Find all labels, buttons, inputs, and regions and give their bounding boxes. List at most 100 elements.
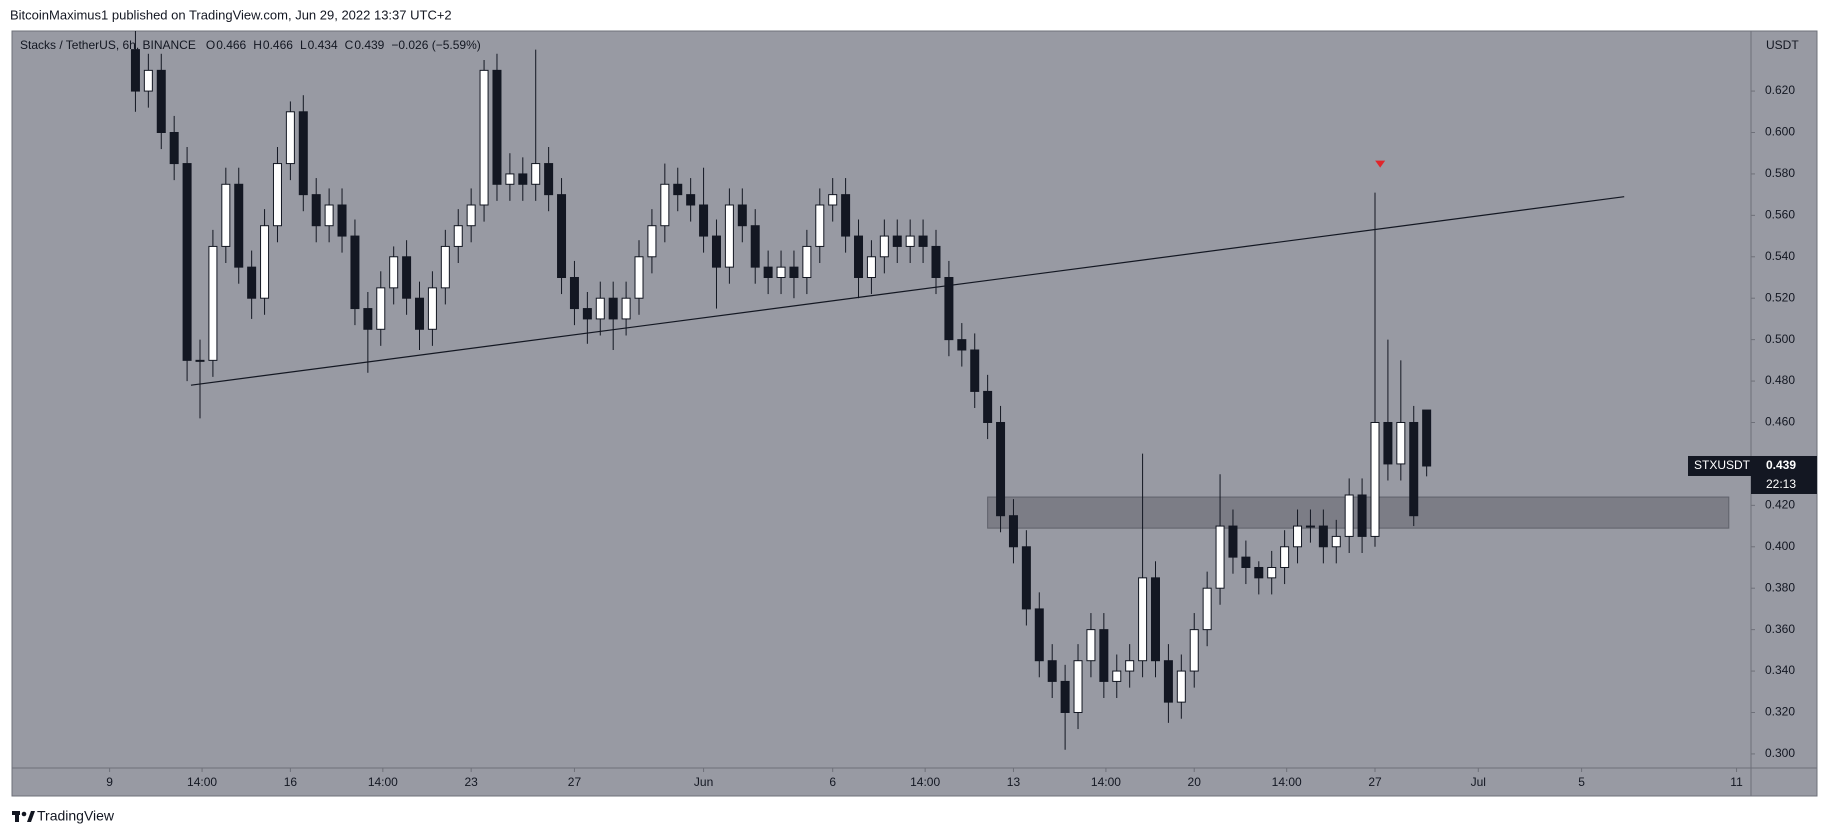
ohlc-key: H — [253, 38, 262, 52]
candle-body — [686, 194, 696, 206]
candle-body — [699, 204, 709, 237]
candle-body — [996, 421, 1006, 517]
rejection-marker — [1375, 160, 1386, 168]
candle-body — [1357, 494, 1367, 537]
y-tick-label: 0.300 — [1765, 746, 1795, 760]
change: −0.026 (−5.59%) — [391, 38, 480, 52]
candle-body — [737, 204, 747, 227]
candle-body — [1086, 629, 1096, 662]
candle-body — [531, 163, 541, 185]
y-tick-label: 0.380 — [1765, 580, 1795, 594]
candle-body — [1138, 577, 1148, 662]
candle-body — [1241, 556, 1251, 568]
candle-body — [272, 163, 282, 227]
y-tick-label: 0.360 — [1765, 622, 1795, 636]
candle-body — [1422, 409, 1432, 467]
candle-body — [1383, 421, 1393, 465]
y-tick-label: 0.340 — [1765, 663, 1795, 677]
candle-body — [1267, 566, 1277, 579]
candle-body — [544, 163, 554, 196]
candle-body — [828, 194, 838, 206]
candle-body — [1254, 566, 1264, 579]
ohlc-key: L — [300, 38, 307, 52]
ohlc-key: O — [206, 38, 215, 52]
y-tick-label: 0.580 — [1765, 166, 1795, 180]
candle-body — [479, 69, 489, 206]
x-tick-label: 14:00 — [368, 775, 398, 789]
x-tick-label: 20 — [1188, 775, 1202, 789]
plot-area — [12, 31, 1751, 768]
candle-body — [673, 183, 683, 196]
x-tick-label: 14:00 — [1272, 775, 1302, 789]
candle-body — [311, 194, 321, 227]
candle-body — [1073, 660, 1083, 713]
candle-body — [130, 49, 140, 92]
candle-body — [905, 235, 915, 247]
x-tick-label: Jun — [694, 775, 713, 789]
y-tick-label: 0.560 — [1765, 208, 1795, 222]
x-tick-label: 5 — [1578, 775, 1585, 789]
frame — [11, 30, 1818, 797]
ohlc-key: C — [345, 38, 354, 52]
candle-body — [169, 131, 179, 165]
candle-body — [557, 194, 567, 278]
x-tick-label: 27 — [568, 775, 582, 789]
candle-body — [208, 245, 218, 361]
x-tick-label: 9 — [106, 775, 113, 789]
candle-body — [1008, 515, 1018, 548]
candle-body — [1189, 629, 1199, 672]
candle-body — [337, 204, 347, 237]
axis-unit: USDT — [1766, 38, 1799, 52]
candle-body — [1099, 629, 1109, 682]
candle-body — [854, 235, 864, 278]
candle-body — [879, 235, 889, 258]
ohlc-value: 0.466 — [263, 38, 293, 52]
y-tick-label: 0.520 — [1765, 290, 1795, 304]
countdown: 22:13 — [1766, 477, 1796, 491]
candle-body — [1293, 525, 1303, 548]
price-tag-bg — [1688, 455, 1817, 476]
candle-body — [892, 235, 902, 247]
y-tick-label: 0.320 — [1765, 705, 1795, 719]
candle-body — [608, 297, 618, 320]
x-tick-label: 14:00 — [1091, 775, 1121, 789]
countdown-bg — [1751, 475, 1817, 494]
candle-body — [376, 287, 386, 330]
candle-body — [1228, 525, 1238, 558]
candle-body — [569, 276, 579, 310]
x-tick-label: 14:00 — [910, 775, 940, 789]
logo-mark — [15, 811, 19, 822]
candle-body — [582, 308, 592, 320]
candle-body — [776, 266, 786, 278]
candle-body — [802, 245, 812, 278]
candle-body — [815, 204, 825, 247]
candle-body — [402, 256, 412, 299]
candle-body — [711, 235, 721, 268]
candle-body — [415, 297, 425, 330]
x-tick-label: 27 — [1368, 775, 1382, 789]
candle-body — [1318, 525, 1328, 548]
candle-body — [363, 308, 373, 330]
candle-body — [1202, 587, 1212, 631]
y-tick-label: 0.480 — [1765, 373, 1795, 387]
candle-body — [156, 69, 166, 133]
x-tick-label: 14:00 — [187, 775, 217, 789]
y-tick-label: 0.600 — [1765, 125, 1795, 139]
candle-body — [1370, 421, 1380, 537]
x-tick-label: 11 — [1730, 775, 1743, 789]
candle-body — [350, 235, 360, 310]
logo-mark — [21, 811, 27, 817]
y-tick-label: 0.500 — [1765, 332, 1795, 346]
price-tag-price: 0.439 — [1766, 458, 1796, 472]
candle-body — [427, 287, 437, 330]
candle-body — [841, 194, 851, 237]
candle-body — [298, 111, 308, 196]
candle-body — [182, 163, 192, 361]
candle-body — [634, 256, 644, 299]
x-tick-label: 23 — [464, 775, 478, 789]
candle-body — [1125, 660, 1135, 672]
candle-body — [1344, 494, 1354, 537]
candle-body — [1409, 421, 1419, 517]
candle-body — [195, 359, 205, 362]
candle-body — [918, 235, 928, 247]
